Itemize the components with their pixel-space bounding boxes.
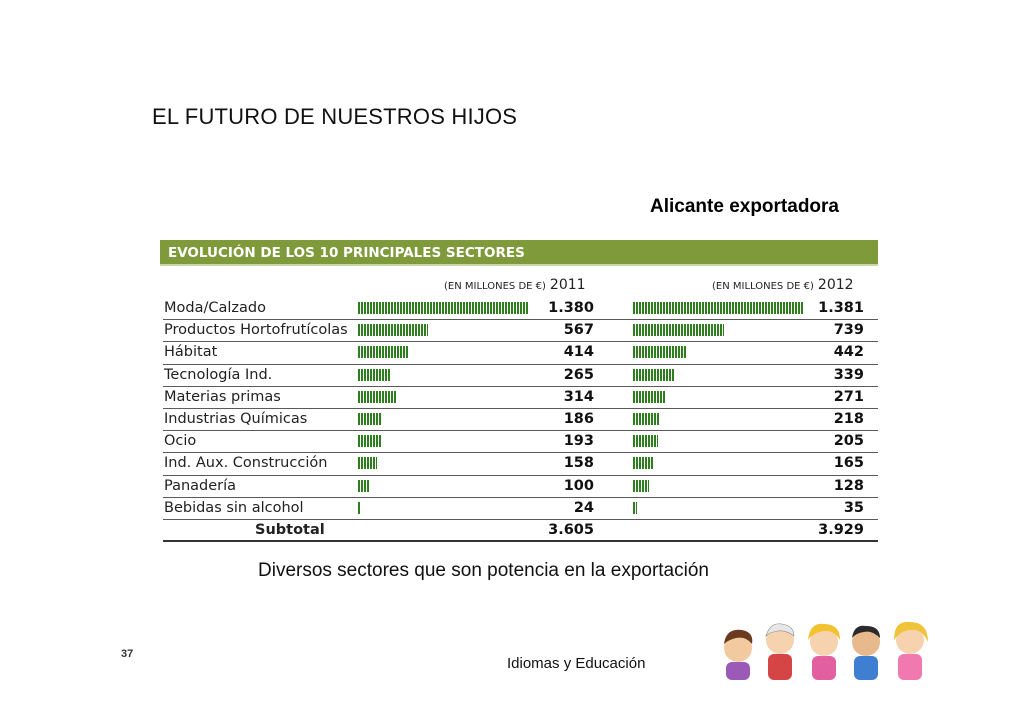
sector-label: Hábitat: [164, 344, 218, 361]
sector-label: Moda/Calzado: [164, 300, 266, 316]
kid-face: [896, 626, 924, 654]
subtotal-row: Subtotal 3.605 3.929: [163, 520, 878, 543]
slide-caption: Diversos sectores que son potencia en la…: [258, 560, 709, 581]
value-2011: 158: [563, 455, 594, 472]
page-number: 37: [121, 648, 134, 660]
bar-2012: [633, 324, 724, 337]
bar-2012: [633, 501, 637, 514]
kid-hair: [894, 621, 928, 642]
chart-subtitle: Alicante exportadora: [650, 196, 839, 217]
bar-2011: [358, 501, 361, 514]
value-2011: 1.380: [548, 300, 594, 316]
table-row: Ind. Aux. Construcción 158 165: [163, 453, 878, 476]
year-2012-label: 2012: [817, 277, 854, 293]
sector-label: Tecnología Ind.: [164, 366, 273, 383]
unit-text: (EN MILLONES DE €): [444, 281, 546, 292]
kid-face: [766, 626, 794, 654]
unit-label-2012: (EN MILLONES DE €) 2012: [712, 277, 854, 293]
value-2012: 442: [833, 344, 864, 361]
table-row: Tecnología Ind. 265 339: [163, 365, 878, 387]
bar-2011: [358, 457, 377, 470]
kid-hair: [852, 625, 880, 638]
sector-label: Industrias Químicas: [164, 410, 308, 427]
value-2011: 314: [563, 388, 594, 405]
value-2011: 414: [563, 344, 594, 361]
kid-face: [852, 628, 880, 656]
kid-hair: [724, 629, 753, 644]
bar-2012: [633, 435, 658, 448]
value-2012: 739: [833, 322, 864, 339]
bar-2011: [358, 479, 370, 492]
subtotal-label: Subtotal: [255, 521, 325, 538]
kid-face: [724, 634, 752, 662]
footer-text: Idiomas y Educación: [507, 655, 646, 672]
year-2011-label: 2011: [549, 277, 586, 293]
table-row: Bebidas sin alcohol 24 35: [163, 498, 878, 520]
value-2011: 100: [563, 477, 594, 494]
kid-body: [854, 656, 878, 680]
bar-2012: [633, 302, 803, 314]
value-2011: 265: [563, 366, 594, 383]
bar-2012: [633, 368, 675, 381]
kid-face: [810, 628, 838, 656]
sector-label: Ocio: [164, 433, 197, 450]
sector-label: Ind. Aux. Construcción: [164, 455, 328, 472]
table-header-bar: EVOLUCIÓN DE LOS 10 PRINCIPALES SECTORES: [160, 240, 878, 266]
slide-title: EL FUTURO DE NUESTROS HIJOS: [152, 104, 518, 129]
table-row: Panadería 100 128: [163, 476, 878, 498]
bar-2012: [633, 479, 649, 492]
value-2012: 205: [833, 433, 864, 450]
children-illustration: [724, 621, 928, 680]
unit-text: (EN MILLONES DE €): [712, 281, 814, 292]
bar-2012: [633, 412, 660, 425]
sector-label: Panadería: [164, 477, 237, 494]
bar-2011: [358, 324, 428, 337]
sector-table: Moda/Calzado 1.380 1.381 Productos Hortofru…: [163, 298, 878, 543]
value-2012: 35: [843, 499, 864, 516]
kid-body: [768, 654, 792, 680]
table-row: Materias primas 314 271: [163, 387, 878, 409]
bar-2012: [633, 457, 653, 470]
bar-2011: [358, 346, 409, 359]
value-2011: 186: [563, 410, 594, 427]
value-2012: 271: [833, 388, 864, 405]
bar-2011: [358, 390, 397, 403]
subtotal-2012: 3.929: [818, 521, 864, 538]
value-2012: 165: [833, 455, 864, 472]
unit-label-2011: (EN MILLONES DE €) 2011: [444, 277, 586, 293]
kid-body: [812, 656, 836, 680]
kid-body: [898, 654, 922, 680]
value-2012: 128: [833, 477, 864, 494]
sector-label: Productos Hortofrutícolas: [164, 322, 348, 339]
sector-label: Bebidas sin alcohol: [164, 499, 304, 516]
bar-2011: [358, 368, 391, 381]
kid-body: [726, 662, 750, 680]
subtotal-2011: 3.605: [548, 521, 594, 538]
bar-2011: [358, 412, 381, 425]
value-2012: 218: [833, 410, 864, 427]
sector-label: Materias primas: [164, 388, 281, 405]
value-2011: 193: [563, 433, 594, 450]
bar-2011: [358, 435, 382, 448]
value-2011: 567: [563, 322, 594, 339]
kid-hair: [808, 623, 840, 640]
table-row: Ocio 193 205: [163, 431, 878, 454]
table-row: Productos Hortofrutícolas 567 739: [163, 320, 878, 343]
value-2012: 339: [833, 366, 864, 383]
bar-2012: [633, 390, 666, 403]
table-row: Industrias Químicas 186 218: [163, 409, 878, 432]
table-row: Hábitat 414 442: [163, 342, 878, 365]
bar-2012: [633, 346, 687, 359]
bar-2011: [358, 302, 528, 314]
value-2011: 24: [573, 499, 594, 516]
table-row: Moda/Calzado 1.380 1.381: [163, 298, 878, 321]
value-2012: 1.381: [818, 300, 864, 316]
kid-hair: [765, 623, 795, 638]
